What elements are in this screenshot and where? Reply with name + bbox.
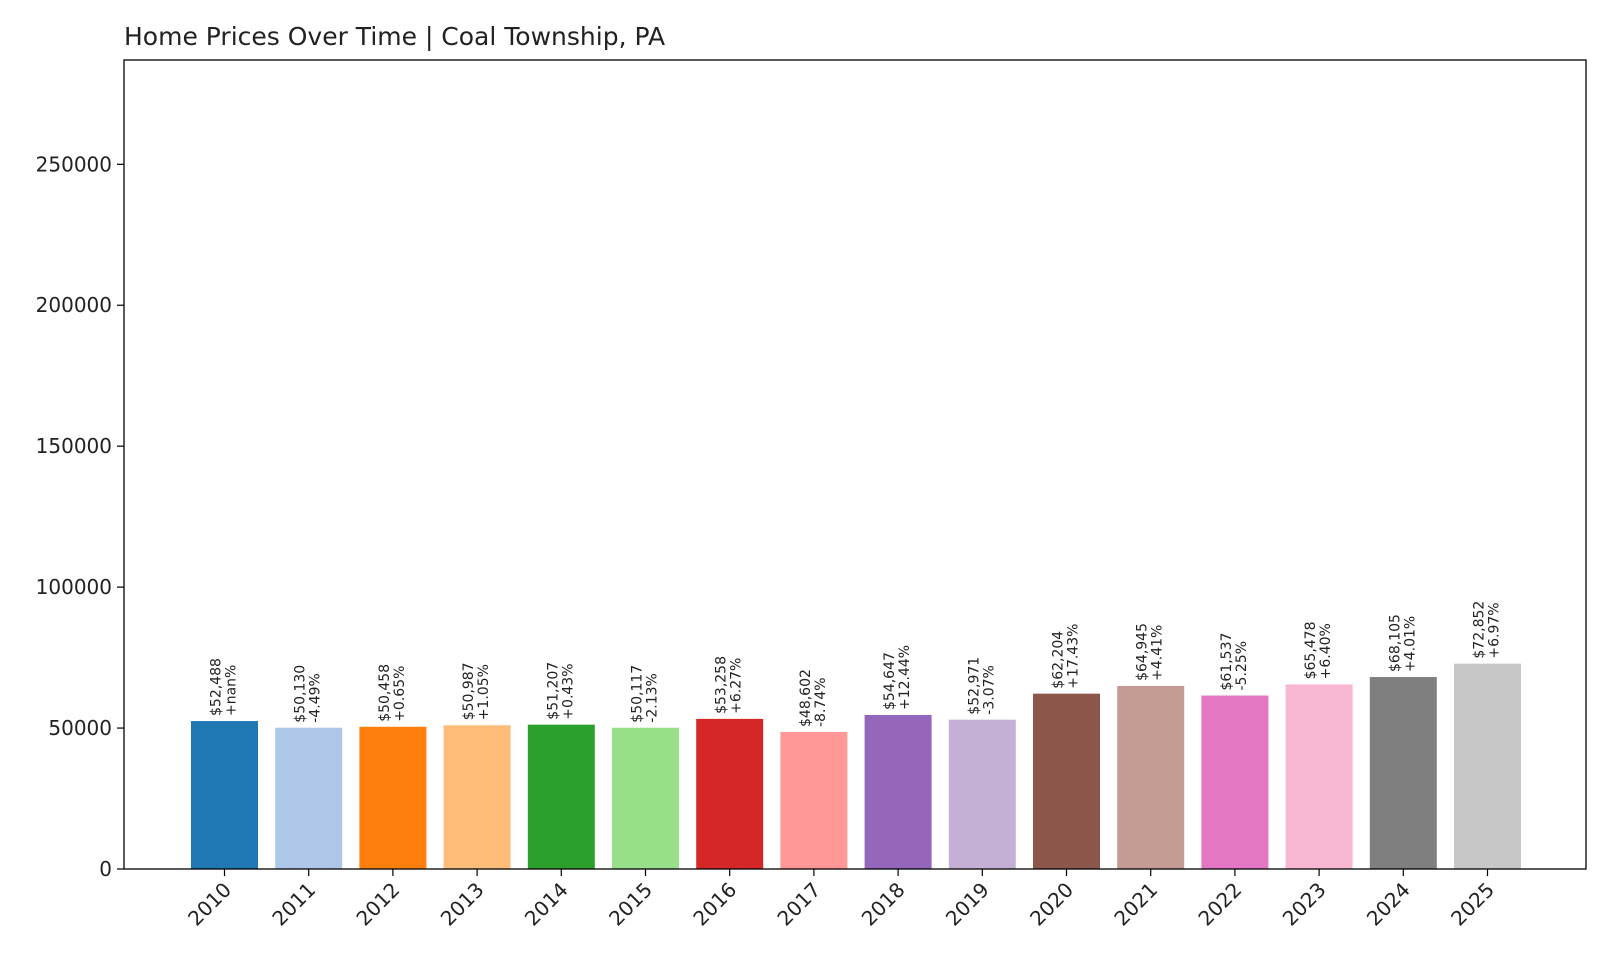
change-label-2025: +6.97% [1487,602,1503,658]
bar-2022 [1201,695,1269,869]
price-label-2016: $53,258 [714,656,730,714]
x-tick-label-2019: 2019 [941,878,994,931]
y-tick-label-0: 0 [99,857,112,881]
change-label-2020: +17.43% [1066,624,1082,689]
price-label-2020: $62,204 [1051,631,1067,689]
change-label-2019: -3.07% [981,665,997,715]
change-label-2024: +4.01% [1402,616,1418,672]
bar-2015 [612,727,679,869]
y-tick-label-200000: 200000 [36,293,112,317]
x-tick-label-2023: 2023 [1278,878,1331,931]
x-tick-label-2011: 2011 [267,878,320,931]
x-tick-label-2014: 2014 [520,878,573,931]
x-tick-label-2013: 2013 [436,878,489,931]
bar-2017 [780,732,848,869]
bar-2010 [191,721,258,869]
price-label-2014: $51,207 [545,662,561,720]
bar-2014 [527,724,595,869]
x-tick-label-2012: 2012 [351,878,404,931]
change-label-2021: +4.41% [1150,625,1166,681]
change-label-2018: +12.44% [897,645,913,710]
price-label-2023: $65,478 [1303,621,1319,679]
change-label-2010: +nan% [224,665,240,716]
price-label-2018: $54,647 [882,652,898,710]
x-axis: 2010 2011 2012 2013 2014 2015 2016 2017 2018 2019… [183,869,1499,931]
bar-2019 [948,719,1016,869]
bar-labels: $52,488 +nan% $50,130 -4.49% $50,458 +0.65% $5… [209,601,1503,727]
x-tick-label-2015: 2015 [604,878,657,931]
bar-2013 [443,725,511,869]
change-label-2015: -2.13% [645,673,661,723]
price-label-2012: $50,458 [377,664,393,722]
change-label-2014: +0.43% [560,663,576,719]
y-tick-label-100000: 100000 [36,575,112,599]
change-label-2017: -8.74% [813,677,829,727]
chart-title: Home Prices Over Time | Coal Township, P… [124,22,665,51]
bar-2024 [1369,677,1437,869]
x-tick-label-2025: 2025 [1446,878,1499,931]
change-label-2022: -5.25% [1234,641,1250,691]
price-label-2013: $50,987 [461,662,477,720]
bar-2016 [696,718,764,869]
price-label-2017: $48,602 [798,669,814,727]
price-label-2021: $64,945 [1135,623,1151,681]
x-tick-label-2020: 2020 [1025,878,1078,931]
price-label-2011: $50,130 [293,665,309,723]
y-tick-label-50000: 50000 [48,716,112,740]
price-label-2010: $52,488 [209,658,225,716]
x-tick-label-2016: 2016 [688,878,741,931]
price-label-2015: $50,117 [630,665,646,723]
y-axis: 0 50000 100000 150000 200000 250000 [36,152,124,881]
bar-2018 [864,714,932,869]
bar-2023 [1285,684,1353,869]
change-label-2012: +0.65% [392,666,408,722]
change-label-2016: +6.27% [729,658,745,714]
x-tick-label-2021: 2021 [1109,878,1162,931]
bar-2020 [1033,693,1100,869]
x-tick-label-2024: 2024 [1362,878,1415,931]
bar-2021 [1117,685,1185,869]
price-label-2019: $52,971 [966,657,982,715]
x-tick-label-2017: 2017 [772,878,825,931]
x-tick-label-2018: 2018 [857,878,910,931]
bar-2011 [275,727,343,869]
y-tick-label-150000: 150000 [36,434,112,458]
change-label-2023: +6.40% [1318,623,1334,679]
change-label-2013: +1.05% [476,664,492,720]
plot-frame [123,59,1587,870]
x-tick-label-2010: 2010 [183,878,236,931]
bar-2025 [1454,663,1521,869]
price-label-2025: $72,852 [1472,601,1488,659]
change-label-2011: -4.49% [308,673,324,723]
price-label-2024: $68,105 [1387,614,1403,672]
bar-2012 [359,726,427,869]
y-tick-label-250000: 250000 [36,152,112,176]
price-label-2022: $61,537 [1219,633,1235,691]
bars [191,663,1521,869]
x-tick-label-2022: 2022 [1193,878,1246,931]
